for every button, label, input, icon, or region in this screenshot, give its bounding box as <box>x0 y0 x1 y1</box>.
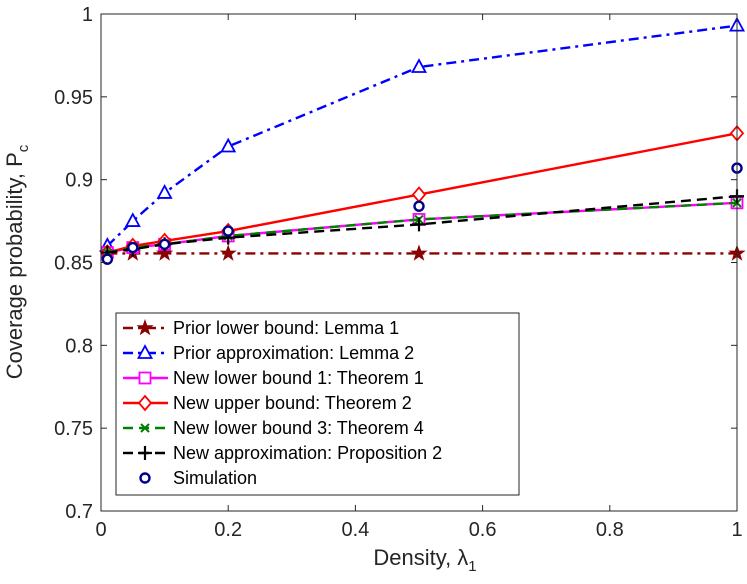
y-tick-label: 0.9 <box>65 170 93 192</box>
legend: Prior lower bound: Lemma 1 Prior approxim… <box>115 312 520 496</box>
data-point <box>156 184 173 199</box>
data-point <box>222 225 234 237</box>
data-point <box>156 244 174 261</box>
legend-entry: New upper bound: Theorem 2 <box>123 393 412 413</box>
y-tick-label: 0.75 <box>54 418 93 440</box>
legend-entry: New lower bound 1: Theorem 1 <box>123 368 424 388</box>
legend-marker <box>138 371 152 385</box>
legend-label: New upper bound: Theorem 2 <box>173 393 412 413</box>
x-tick-label: 0.4 <box>341 519 369 541</box>
x-tick-label: 0.8 <box>596 519 624 541</box>
legend-marker <box>137 394 153 412</box>
legend-entry: New approximation: Proposition 2 <box>123 443 442 463</box>
legend-marker <box>136 318 154 336</box>
y-axis-label-subscript: c <box>15 144 32 152</box>
y-tick-label: 0.7 <box>65 501 93 523</box>
series-layer <box>98 16 746 265</box>
y-tick-label: 0.85 <box>54 253 93 275</box>
y-tick-label: 0.8 <box>65 335 93 357</box>
legend-box <box>115 312 520 496</box>
legend-entry: Prior approximation: Lemma 2 <box>123 343 414 363</box>
x-axis-label-subscript: 1 <box>468 558 476 575</box>
x-axis-label: Density, λ1 <box>373 545 476 575</box>
y-tick-label: 1 <box>82 4 93 26</box>
x-tick-label: 0 <box>95 519 106 541</box>
legend-entry: New lower bound 3: Theorem 4 <box>123 418 424 438</box>
x-tick-label: 0.6 <box>469 519 497 541</box>
data-point <box>124 212 141 227</box>
x-tick-label: 1 <box>731 519 742 541</box>
legend-marker <box>139 472 151 484</box>
legend-label: New approximation: Proposition 2 <box>173 443 442 463</box>
legend-label: New lower bound 1: Theorem 1 <box>173 368 424 388</box>
data-point <box>219 244 237 261</box>
data-point <box>412 217 426 232</box>
legend-label: Prior lower bound: Lemma 1 <box>173 318 399 338</box>
data-point <box>101 253 114 265</box>
tick-layer: 0 0.2 0.4 0.6 0.8 1 0.7 0.75 0.8 0.85 0.9 0.95 1 <box>54 4 743 541</box>
y-axis-label: Coverage probability, Pc <box>2 144 32 379</box>
x-axis-label-main: Density, λ <box>373 545 468 570</box>
data-point <box>410 244 428 261</box>
data-point <box>127 241 139 254</box>
y-tick-label: 0.95 <box>54 87 93 109</box>
legend-label: Prior approximation: Lemma 2 <box>173 343 414 363</box>
legend-label: Simulation <box>173 468 257 488</box>
legend-entry: Simulation <box>139 468 257 488</box>
y-axis-label-main: Coverage probability, P <box>2 152 27 379</box>
data-point <box>220 137 237 153</box>
data-point <box>413 200 425 212</box>
legend-marker <box>138 446 152 460</box>
legend-label: New lower bound 3: Theorem 4 <box>173 418 424 438</box>
x-tick-label: 0.2 <box>214 519 242 541</box>
data-point <box>410 58 428 73</box>
legend-marker <box>136 344 154 359</box>
legend-marker <box>140 423 150 433</box>
data-point <box>158 238 171 250</box>
legend-entry: Prior lower bound: Lemma 1 <box>123 318 399 338</box>
